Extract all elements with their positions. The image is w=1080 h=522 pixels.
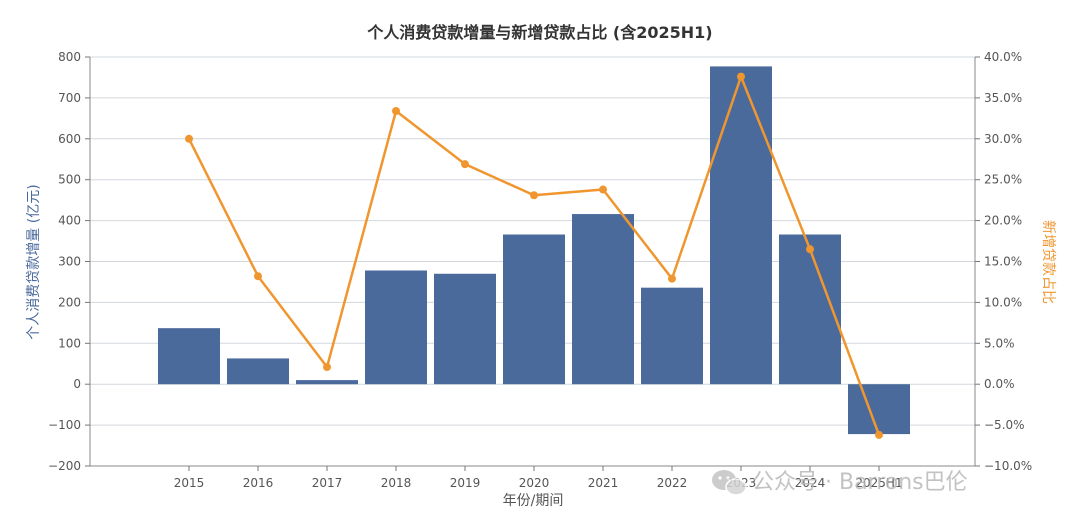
- line-point-2015: [185, 134, 193, 143]
- x-tick-label: 2017: [312, 476, 343, 490]
- bar-2015: [158, 328, 220, 385]
- left-tick-label: −100: [48, 418, 81, 432]
- bar-2017: [296, 380, 358, 385]
- right-tick-label: 30.0%: [984, 132, 1022, 146]
- right-tick-label: −10.0%: [984, 459, 1032, 473]
- bar-2018: [365, 270, 427, 385]
- right-tick-label: 40.0%: [984, 50, 1022, 64]
- line-point-2016: [254, 272, 262, 281]
- left-tick-label: 800: [58, 50, 81, 64]
- wechat-icon: [712, 470, 747, 496]
- left-tick-label: 100: [58, 336, 81, 350]
- right-tick-label: 10.0%: [984, 295, 1022, 309]
- x-tick-label: 2024: [795, 476, 826, 490]
- right-tick-label: 35.0%: [984, 91, 1022, 105]
- right-tick-label: 5.0%: [984, 336, 1015, 350]
- x-tick-label: 2015: [174, 476, 205, 490]
- bar-2016: [227, 358, 289, 385]
- line-point-2017: [323, 363, 331, 372]
- line-point-2021: [599, 185, 607, 194]
- left-tick-label: 600: [58, 132, 81, 146]
- right-tick-label: 20.0%: [984, 214, 1022, 228]
- right-axis-label: 新增贷款占比: [1040, 220, 1056, 304]
- x-tick-label: 2019: [450, 476, 481, 490]
- bar-2019: [434, 273, 496, 385]
- bar-2025H1: [848, 384, 910, 435]
- x-tick-label: 2022: [657, 476, 688, 490]
- line-point-2025H1: [875, 430, 883, 439]
- x-tick-label: 2021: [588, 476, 619, 490]
- bar-2021: [572, 214, 634, 385]
- left-tick-label: −200: [48, 459, 81, 473]
- watermark-text: 公众号 · Barrons巴伦: [752, 470, 968, 495]
- x-axis-ticks: 2015201620172018201920202021202220232024…: [174, 466, 903, 490]
- line-point-2019: [461, 160, 469, 169]
- bar-2020: [503, 234, 565, 385]
- left-tick-label: 0: [73, 377, 81, 391]
- bar-2024: [779, 234, 841, 385]
- x-tick-label: 2018: [381, 476, 412, 490]
- left-tick-label: 500: [58, 173, 81, 187]
- line-series: [185, 72, 883, 439]
- bar-2023: [710, 66, 772, 385]
- line-point-2024: [806, 245, 814, 254]
- right-tick-label: 0.0%: [984, 377, 1015, 391]
- bar-2022: [641, 287, 703, 385]
- x-tick-label: 2016: [243, 476, 274, 490]
- right-tick-label: 25.0%: [984, 173, 1022, 187]
- right-axis-ticks: 40.0% 35.0% 30.0% 25.0% 20.0% 15.0% 10.0% 5.0% 0…: [975, 50, 1032, 473]
- watermark: 公众号 · Barrons巴伦: [712, 470, 968, 496]
- right-tick-label: −5.0%: [984, 418, 1025, 432]
- line-point-2020: [530, 191, 538, 200]
- left-axis-label: 个人消费贷款增量 (亿元): [26, 184, 42, 339]
- line-point-2023: [737, 72, 745, 81]
- x-axis-label: 年份/期间: [503, 493, 564, 509]
- left-tick-label: 300: [58, 255, 81, 269]
- line-point-2022: [668, 274, 676, 283]
- bar-series: [158, 66, 910, 435]
- left-tick-label: 700: [58, 91, 81, 105]
- left-axis-ticks: 800 700 600 500 400 300 200 100 0 −100 −200: [48, 50, 90, 473]
- x-tick-label: 2020: [519, 476, 550, 490]
- left-tick-label: 200: [58, 295, 81, 309]
- left-tick-label: 400: [58, 214, 81, 228]
- chart-title: 个人消费贷款增量与新增贷款占比 (含2025H1): [366, 23, 712, 42]
- right-tick-label: 15.0%: [984, 255, 1022, 269]
- line-point-2018: [392, 106, 400, 115]
- x-tick-label: 2025H1: [855, 476, 902, 490]
